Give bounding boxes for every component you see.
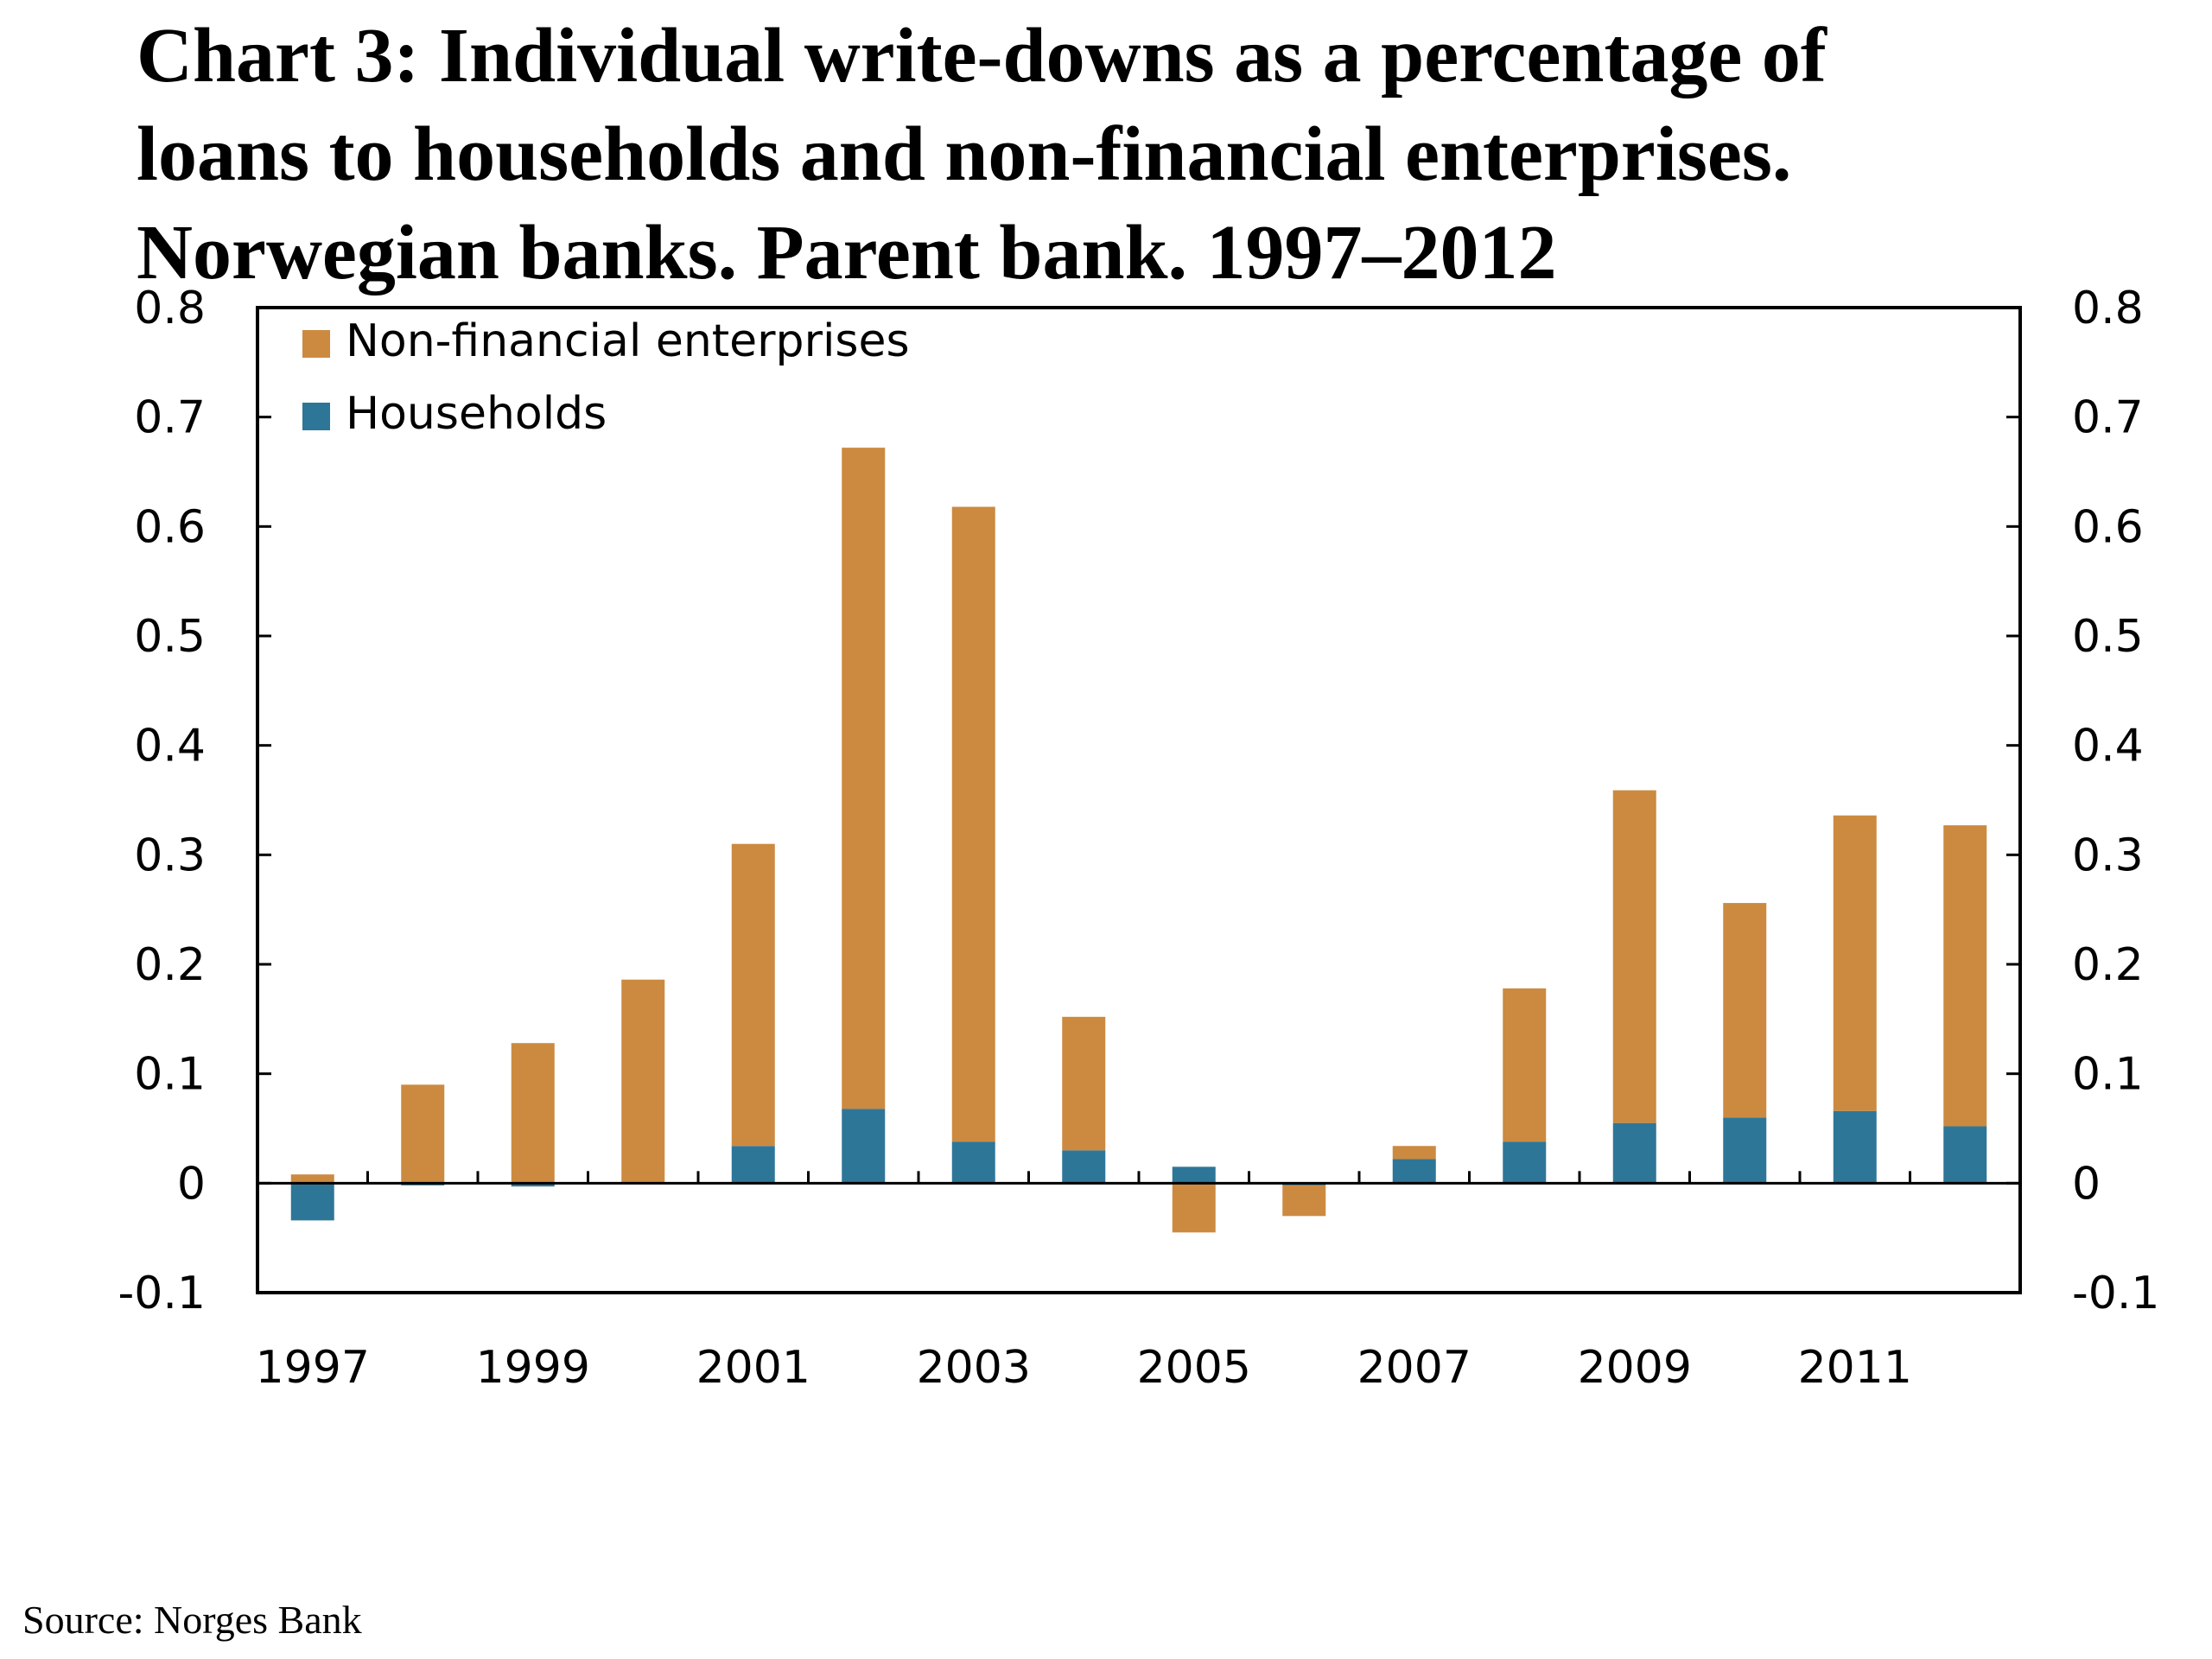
non-financial-bar (842, 448, 886, 1109)
chart-title-line-2: loans to households and non-financial en… (137, 111, 1792, 197)
legend-swatch (302, 330, 330, 358)
household-bar (1392, 1159, 1436, 1184)
non-financial-bar (1503, 988, 1547, 1142)
y-tick-label-left: 0.2 (134, 939, 206, 991)
non-financial-bar (731, 843, 775, 1147)
right-y-axis: -0.1 0 0.1 0.2 0.3 0.4 0.5 0.6 0.7 0.8 (2006, 283, 2159, 1319)
x-tick-label: 2009 (1578, 1342, 1692, 1394)
non-financial-bar (511, 1043, 555, 1184)
x-tick-label: 1997 (256, 1342, 370, 1394)
non-financial-bar (1172, 1183, 1216, 1233)
y-tick-label-right: 0.1 (2072, 1049, 2144, 1101)
y-tick-label-left: 0.3 (134, 830, 206, 881)
y-tick-label-right: 0.4 (2072, 721, 2144, 772)
household-bar (1503, 1141, 1547, 1184)
household-bar (1833, 1110, 1877, 1184)
y-tick-label-left: 0.6 (134, 501, 206, 553)
legend: Non-financial enterprises Households (302, 315, 910, 440)
chart-title-line-1: Chart 3: Individual write-downs as a per… (137, 13, 1827, 99)
household-bar (1612, 1122, 1656, 1184)
y-tick-label-right: 0.3 (2072, 830, 2144, 881)
non-financial-bar (1833, 815, 1877, 1111)
left-y-axis: -0.1 0 0.1 0.2 0.3 0.4 0.5 0.6 0.7 0.8 (118, 283, 271, 1319)
y-tick-label-left: 0.8 (134, 283, 206, 334)
x-tick-label: 2011 (1798, 1342, 1912, 1394)
household-bar (951, 1141, 995, 1184)
household-bar (511, 1183, 555, 1187)
y-tick-label-right: 0.8 (2072, 283, 2144, 334)
chart-title-line-3: Norwegian banks. Parent bank. 1997–2012 (137, 210, 1557, 296)
x-tick-label: 1999 (476, 1342, 590, 1394)
y-tick-label-left: 0 (177, 1158, 206, 1210)
household-bar (1943, 1126, 1987, 1184)
x-tick-label: 2001 (696, 1342, 810, 1394)
y-tick-label-right: 0 (2072, 1158, 2101, 1210)
household-bar (842, 1109, 886, 1184)
y-tick-label-right: 0.5 (2072, 611, 2144, 663)
y-tick-label-left: 0.5 (134, 611, 206, 663)
legend-label: Non-financial enterprises (346, 315, 910, 367)
non-financial-bar (621, 979, 665, 1184)
household-bar (731, 1146, 775, 1184)
chart-title: Chart 3: Individual write-downs as a per… (137, 7, 2150, 302)
y-tick-label-left: 0.1 (134, 1049, 206, 1101)
non-financial-bar (290, 1174, 334, 1184)
y-tick-label-left: 0.7 (134, 392, 206, 444)
legend-swatch (302, 403, 330, 430)
y-tick-label-right: -0.1 (2072, 1268, 2159, 1319)
y-tick-label-left: 0.4 (134, 721, 206, 772)
y-tick-label-left: -0.1 (118, 1268, 206, 1319)
non-financial-bar (951, 506, 995, 1142)
household-bar (1062, 1150, 1106, 1184)
household-bar (290, 1183, 334, 1221)
bars-layer (290, 448, 1987, 1233)
household-bar (1172, 1166, 1216, 1184)
x-tick-label: 2005 (1137, 1342, 1251, 1394)
y-tick-label-right: 0.2 (2072, 939, 2144, 991)
non-financial-bar (1723, 903, 1767, 1118)
non-financial-bar (401, 1084, 445, 1184)
y-tick-label-right: 0.6 (2072, 501, 2144, 553)
y-tick-label-right: 0.7 (2072, 392, 2144, 444)
non-financial-bar (1392, 1146, 1436, 1160)
non-financial-bar (1062, 1016, 1106, 1151)
legend-label: Households (346, 388, 607, 440)
household-bar (1723, 1117, 1767, 1184)
x-tick-label: 2003 (917, 1342, 1031, 1394)
non-financial-bar (1612, 790, 1656, 1123)
plot-frame (256, 306, 2022, 1294)
x-tick-label: 2007 (1357, 1342, 1471, 1394)
non-financial-bar (1943, 825, 1987, 1127)
source-note: Source: Norges Bank (22, 1598, 362, 1642)
x-axis: 1997 1999 2001 2003 2005 2007 2009 2011 (256, 1171, 2020, 1394)
bar-chart: -0.1 0 0.1 0.2 0.3 0.4 0.5 0.6 0.7 0.8 -0.1 0 0.1 0.… (118, 283, 2160, 1394)
non-financial-bar (1282, 1185, 1326, 1217)
